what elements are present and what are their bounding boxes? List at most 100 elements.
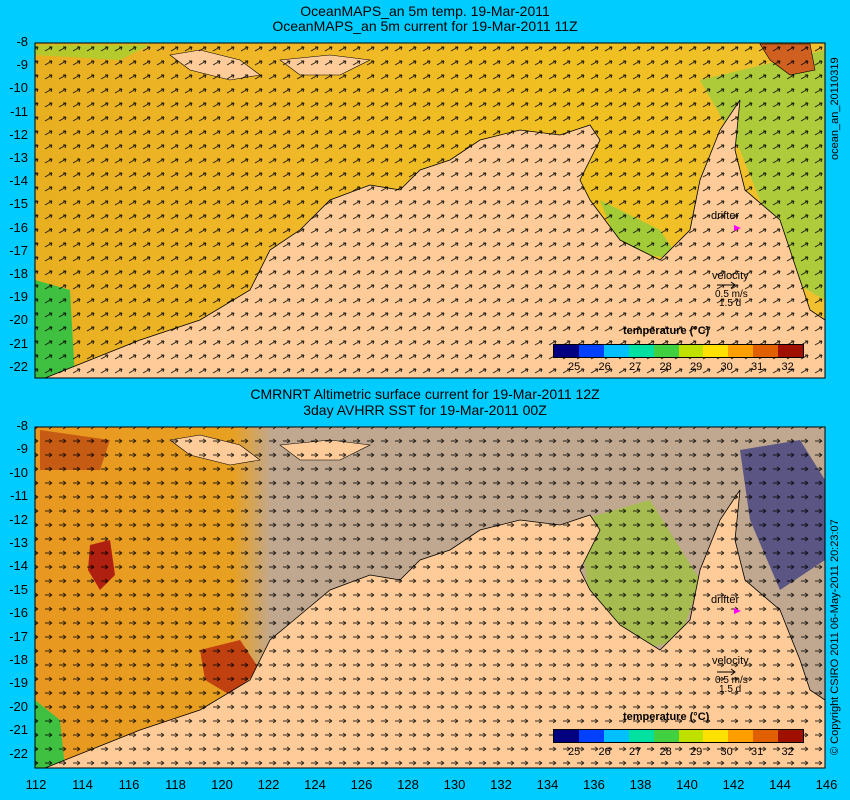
longitude-tick-label: 130: [443, 777, 466, 792]
longitude-tick-label: 142: [722, 777, 745, 792]
colorbar-tick-label: 32: [781, 361, 794, 373]
bottom-title-line1: CMRNRT Altimetric surface current for 19…: [250, 386, 600, 402]
latitude-tick-label: -18: [9, 652, 28, 667]
colorbar-tick-label: 25: [568, 746, 581, 758]
longitude-tick-label: 122: [257, 777, 280, 792]
top-velocity-scale: 0.5 m/s: [715, 289, 748, 300]
latitude-tick-label: -12: [9, 511, 28, 527]
bottom-drifter-label: drifter: [711, 594, 740, 606]
colorbar-segment: [578, 345, 604, 357]
top-side-label: ocean_an_20110319: [829, 57, 841, 160]
colorbar-tick-label: 29: [690, 361, 703, 373]
colorbar-segment: [554, 345, 579, 357]
latitude-tick-label: -22: [9, 745, 28, 761]
bottom-velocity-scale: 0.5 m/s: [715, 675, 748, 686]
longitude-tick-label: 134: [536, 777, 559, 792]
colorbar-segment: [628, 730, 654, 742]
bottom-colorbar: [553, 729, 804, 743]
top-colorbar-ticks: 25 26 27 28 29 30 31 32: [560, 361, 800, 375]
colorbar-tick-label: 25: [568, 361, 581, 373]
colorbar-segment: [603, 345, 629, 357]
latitude-tick-label: -8: [16, 418, 28, 433]
latitude-tick-label: -21: [9, 335, 28, 351]
latitude-tick-label: -13: [9, 535, 28, 550]
colorbar-tick-label: 32: [781, 746, 794, 758]
latitude-tick-label: -13: [9, 150, 28, 165]
latitude-tick-label: -10: [9, 80, 28, 96]
colorbar-tick-label: 30: [720, 361, 733, 373]
colorbar-tick-label: 31: [751, 746, 764, 758]
latitude-tick-label: -9: [16, 441, 28, 457]
top-velocity-time: 1.5 d: [719, 298, 742, 309]
latitude-tick-label: -16: [9, 605, 28, 621]
colorbar-segment: [603, 730, 629, 742]
top-title-line1: OceanMAPS_an 5m temp. 19-Mar-2011: [300, 3, 550, 19]
latitude-tick-label: -15: [9, 196, 28, 212]
latitude-tick-label: -19: [9, 289, 28, 305]
longitude-tick-label: 144: [769, 777, 791, 792]
longitude-tick-label: 140: [676, 777, 698, 792]
latitude-tick-label: -18: [9, 266, 28, 281]
colorbar-tick-label: 26: [598, 746, 611, 758]
colorbar-segment: [653, 345, 679, 357]
colorbar-segment: [753, 730, 779, 742]
colorbar-tick-label: 30: [720, 746, 733, 758]
longitude-tick-label: 132: [490, 777, 512, 792]
top-title-line2: OceanMAPS_an 5m current for 19-Mar-2011 …: [272, 18, 578, 34]
latitude-tick-label: -20: [9, 312, 28, 328]
latitude-tick-label: -12: [9, 126, 28, 142]
latitude-tick-label: -11: [10, 103, 28, 119]
colorbar-segment: [678, 730, 704, 742]
colorbar-tick-label: 29: [690, 746, 703, 758]
drifter-marker-bottom: [734, 608, 741, 614]
top-map: [34, 42, 826, 379]
colorbar-tick-label: 28: [659, 361, 672, 373]
longitude-tick-label: 120: [211, 777, 233, 792]
longitude-tick-label: 136: [583, 777, 605, 792]
colorbar-segment: [653, 730, 679, 742]
colorbar-segment: [753, 345, 779, 357]
latitude-tick-label: -22: [9, 358, 28, 374]
latitude-tick-label: -21: [9, 722, 28, 738]
longitude-tick-label: 128: [397, 777, 419, 792]
colorbar-segment: [554, 730, 579, 742]
latitude-tick-label: -8: [16, 34, 28, 49]
bottom-velocity-label: velocity: [712, 655, 749, 667]
bottom-colorbar-title: temperature (°C): [623, 711, 710, 723]
longitude-tick-label: 112: [25, 777, 47, 792]
latitude-tick-label: -17: [9, 242, 28, 258]
colorbar-segment: [628, 345, 654, 357]
colorbar-tick-label: 27: [629, 746, 642, 758]
top-velocity-label: velocity: [712, 270, 749, 282]
latitude-tick-label: -16: [9, 219, 28, 235]
longitude-tick-label: 146: [815, 777, 838, 792]
top-colorbar: [553, 344, 804, 358]
colorbar-segment: [728, 345, 754, 357]
colorbar-segment: [778, 345, 804, 357]
colorbar-segment: [703, 345, 729, 357]
colorbar-segment: [578, 730, 604, 742]
top-colorbar-title: temperature (°C): [623, 325, 710, 337]
latitude-tick-label: -20: [9, 698, 28, 714]
longitude-tick-label: 116: [118, 777, 140, 792]
latitude-tick-label: -19: [9, 675, 28, 691]
colorbar-tick-label: 27: [629, 361, 642, 373]
top-drifter-label: drifter: [711, 210, 740, 222]
bottom-velocity-time: 1.5 d: [719, 684, 742, 695]
colorbar-segment: [678, 345, 704, 357]
longitude-tick-label: 118: [165, 777, 186, 792]
latitude-tick-label: -10: [9, 464, 28, 480]
longitude-tick-label: 138: [629, 777, 652, 792]
longitude-tick-label: 114: [72, 777, 93, 792]
colorbar-segment: [728, 730, 754, 742]
colorbar-segment: [703, 730, 729, 742]
longitude-tick-label: 126: [350, 777, 373, 792]
latitude-tick-label: -11: [10, 488, 28, 504]
bottom-side-label: © Copyright CSIRO 2011 06-May-2011 20:23…: [829, 519, 841, 755]
latitude-tick-label: -9: [16, 57, 28, 73]
longitude-tick-label: 124: [304, 777, 326, 792]
colorbar-tick-label: 26: [598, 361, 611, 373]
bottom-title-line2: 3day AVHRR SST for 19-Mar-2011 00Z: [303, 402, 547, 418]
drifter-marker: [734, 225, 741, 231]
